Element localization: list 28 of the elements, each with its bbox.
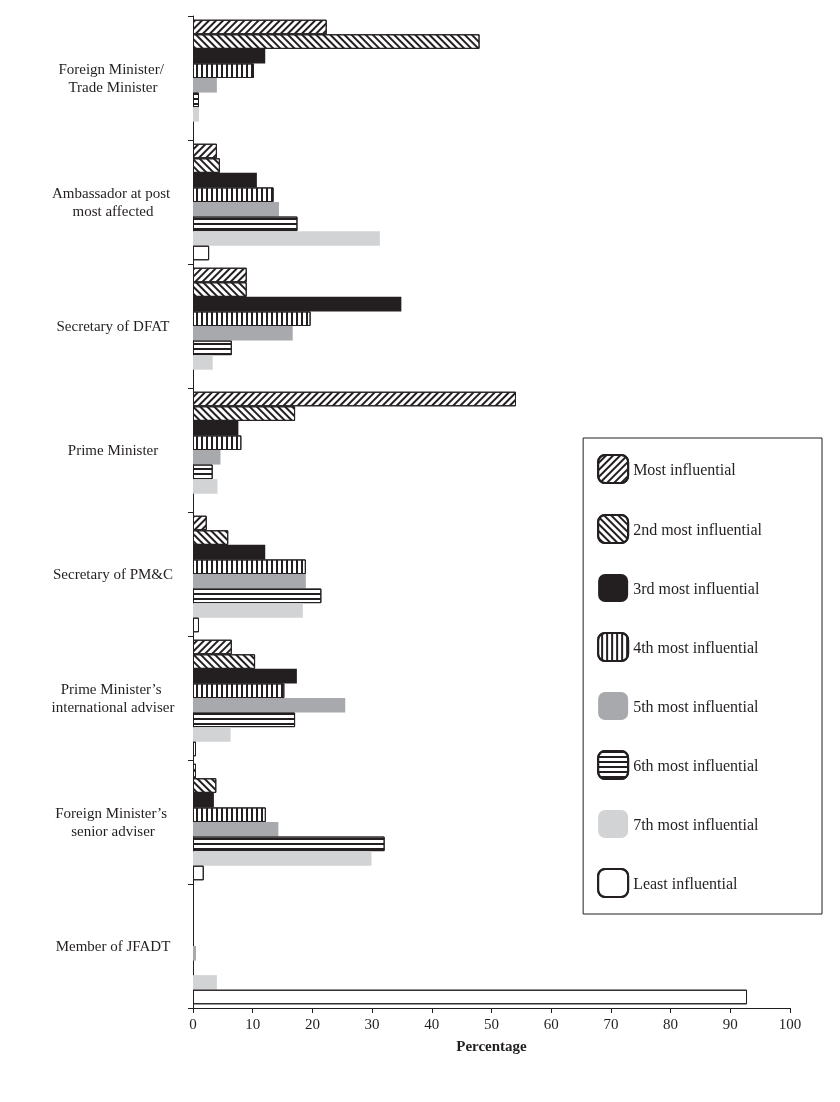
legend-label: Least influential xyxy=(633,874,739,892)
x-tick-label: 60 xyxy=(543,1015,559,1032)
y-tick-label: Secretary of DFAT xyxy=(56,318,170,334)
legend-label: 3rd most influential xyxy=(633,579,760,597)
x-tick-label: 0 xyxy=(189,1015,197,1032)
y-tick-label: Foreign Minister’s senior adviser xyxy=(55,805,171,839)
y-tick-label: Secretary of PM&C xyxy=(53,566,173,582)
y-tick-label: Ambassador at post most affected xyxy=(51,185,175,219)
x-tick-label: 40 xyxy=(424,1015,440,1032)
legend-label: 2nd most influential xyxy=(633,520,763,538)
x-tick-label: 30 xyxy=(364,1015,380,1032)
legend-label: 6th most influential xyxy=(633,756,759,774)
x-tick-label: 50 xyxy=(484,1015,499,1032)
x-tick-label: 90 xyxy=(722,1015,738,1032)
legend-label: 4th most influential xyxy=(633,638,759,656)
legend-label: Most influential xyxy=(633,460,737,478)
x-axis-title: Percentage xyxy=(456,1037,528,1054)
x-tick-label: 80 xyxy=(663,1015,679,1032)
x-tick-label: 20 xyxy=(304,1015,320,1032)
y-tick-label: Prime Minister’s international adviser xyxy=(51,681,175,715)
legend-label: 7th most influential xyxy=(633,815,759,833)
x-tick-label: 100 xyxy=(778,1015,802,1032)
y-tick-label: Member of JFADT xyxy=(55,938,171,954)
y-tick-label: Prime Minister xyxy=(67,442,159,458)
x-tick-label: 70 xyxy=(603,1015,619,1032)
x-tick-label: 10 xyxy=(245,1015,261,1032)
legend-label: 5th most influential xyxy=(633,697,759,715)
y-tick-label: Foreign Minister/ Trade Minister xyxy=(58,61,168,95)
